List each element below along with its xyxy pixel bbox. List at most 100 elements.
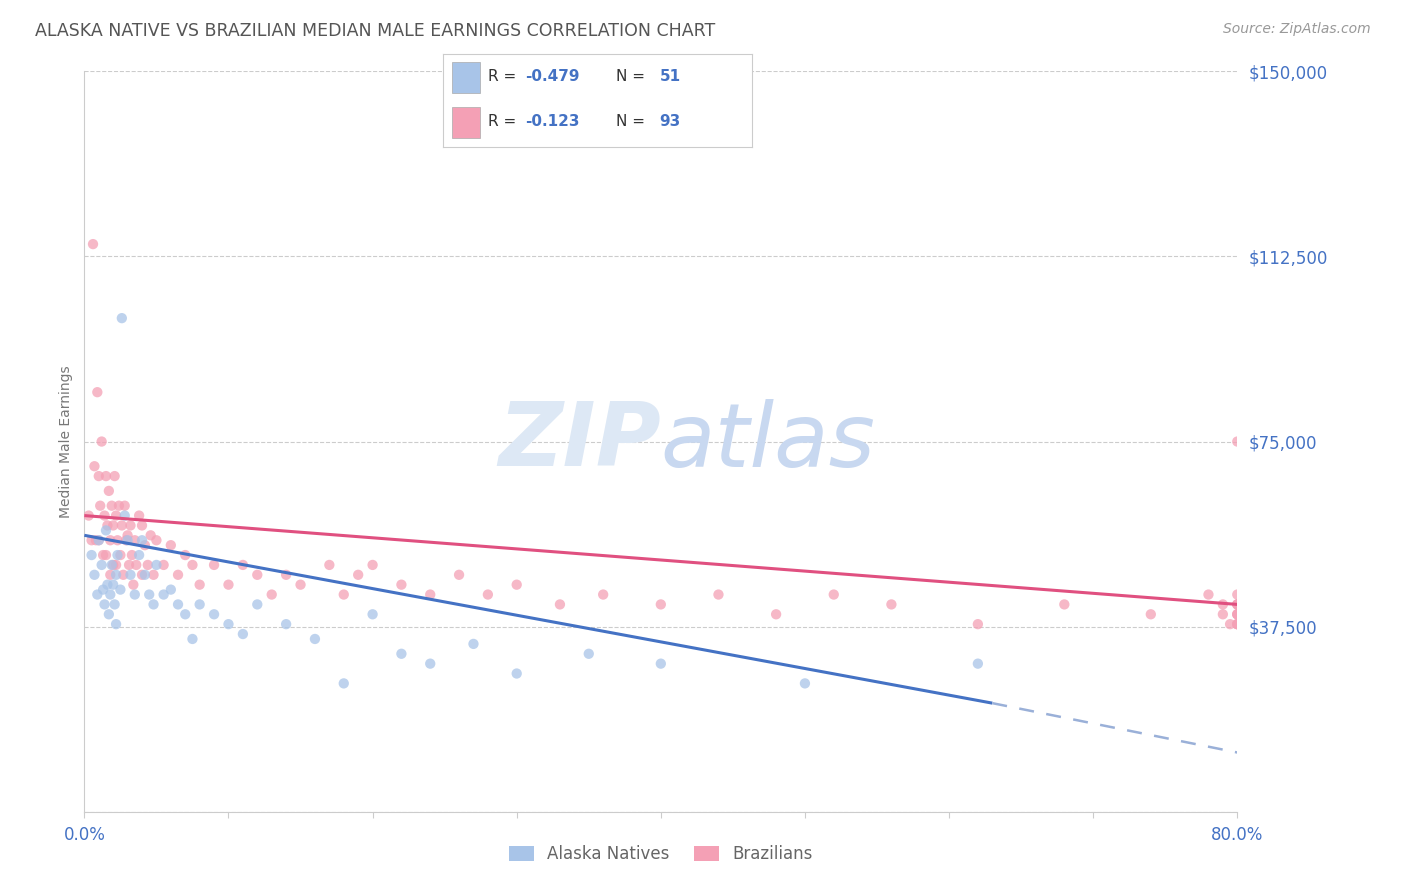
- Point: [1212, 607, 1234, 622]
- Point: [650, 657, 672, 671]
- Point: [167, 598, 190, 612]
- Text: -0.479: -0.479: [524, 70, 579, 85]
- Point: [91, 582, 114, 597]
- Point: [105, 617, 128, 632]
- Point: [83, 459, 105, 474]
- Point: [548, 598, 571, 612]
- Point: [110, 548, 132, 562]
- Point: [1226, 598, 1249, 612]
- Point: [104, 469, 127, 483]
- Point: [128, 548, 150, 562]
- Point: [86, 588, 108, 602]
- Point: [96, 518, 118, 533]
- Point: [142, 598, 165, 612]
- Point: [391, 647, 413, 661]
- Point: [124, 588, 146, 602]
- Point: [318, 558, 340, 572]
- Point: [96, 577, 118, 591]
- Point: [463, 637, 485, 651]
- Point: [1212, 598, 1234, 612]
- Point: [97, 483, 120, 498]
- Point: [94, 524, 117, 538]
- Point: [1053, 598, 1076, 612]
- Point: [188, 577, 211, 591]
- Point: [650, 598, 672, 612]
- Point: [1226, 607, 1249, 622]
- Text: 93: 93: [659, 114, 681, 129]
- Point: [87, 533, 110, 548]
- Point: [139, 528, 162, 542]
- Point: [114, 499, 136, 513]
- Point: [87, 469, 110, 483]
- Point: [86, 385, 108, 400]
- Point: [84, 533, 107, 548]
- Point: [134, 538, 156, 552]
- Legend: Alaska Natives, Brazilians: Alaska Natives, Brazilians: [502, 838, 820, 870]
- Point: [131, 567, 153, 582]
- Point: [118, 558, 141, 572]
- Point: [100, 499, 122, 513]
- Point: [506, 577, 529, 591]
- Point: [124, 533, 146, 548]
- Point: [174, 548, 197, 562]
- Point: [477, 588, 499, 602]
- Point: [1226, 617, 1249, 632]
- Point: [90, 558, 112, 572]
- Point: [391, 577, 413, 591]
- Point: [967, 617, 990, 632]
- Point: [142, 567, 165, 582]
- Point: [111, 518, 134, 533]
- Point: [181, 632, 204, 646]
- Point: [232, 627, 254, 641]
- Point: [1140, 607, 1163, 622]
- Text: 51: 51: [659, 70, 681, 85]
- Point: [167, 567, 190, 582]
- Point: [1226, 607, 1249, 622]
- Point: [1226, 434, 1249, 449]
- Point: [1226, 617, 1249, 632]
- Point: [98, 588, 121, 602]
- Point: [100, 558, 122, 572]
- Point: [131, 533, 153, 548]
- Point: [112, 567, 135, 582]
- Point: [232, 558, 254, 572]
- Point: [120, 518, 142, 533]
- Point: [765, 607, 787, 622]
- Point: [181, 558, 204, 572]
- FancyBboxPatch shape: [453, 62, 479, 93]
- Point: [94, 469, 117, 483]
- Point: [592, 588, 614, 602]
- Text: R =: R =: [488, 70, 520, 85]
- Point: [218, 617, 240, 632]
- Point: [361, 558, 384, 572]
- Point: [136, 558, 159, 572]
- Point: [304, 632, 326, 646]
- Point: [1226, 617, 1249, 632]
- Point: [121, 548, 143, 562]
- Point: [333, 676, 356, 690]
- Point: [80, 533, 103, 548]
- Point: [967, 657, 990, 671]
- Point: [77, 508, 100, 523]
- Point: [128, 508, 150, 523]
- Text: R =: R =: [488, 114, 520, 129]
- Y-axis label: Median Male Earnings: Median Male Earnings: [59, 365, 73, 518]
- Point: [115, 533, 138, 548]
- Text: N =: N =: [616, 114, 650, 129]
- Point: [1219, 617, 1241, 632]
- Point: [449, 567, 471, 582]
- Point: [91, 548, 114, 562]
- Point: [89, 499, 111, 513]
- Point: [87, 533, 110, 548]
- Point: [98, 567, 121, 582]
- Text: Source: ZipAtlas.com: Source: ZipAtlas.com: [1223, 22, 1371, 37]
- Point: [131, 518, 153, 533]
- Point: [152, 558, 174, 572]
- FancyBboxPatch shape: [453, 107, 479, 138]
- Point: [506, 666, 529, 681]
- Point: [188, 598, 211, 612]
- Point: [174, 607, 197, 622]
- Point: [218, 577, 240, 591]
- Point: [107, 533, 129, 548]
- Point: [246, 598, 269, 612]
